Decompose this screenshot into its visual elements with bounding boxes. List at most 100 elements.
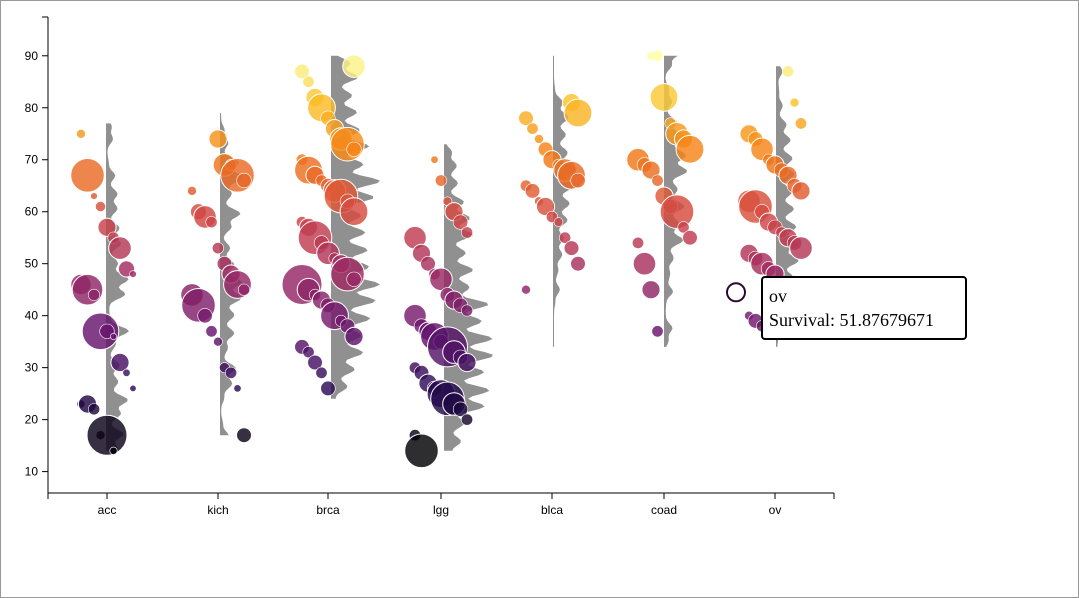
bubble-kich [212, 242, 225, 255]
bubble-lgg [460, 226, 473, 239]
bubble-acc [95, 201, 106, 212]
bubble-coad [632, 251, 657, 276]
bubble-blca [563, 240, 580, 256]
bubble-coad [651, 174, 664, 187]
bubble-acc [88, 403, 101, 416]
bubble-coad [651, 325, 664, 338]
bubble-acc [110, 332, 118, 340]
bubble-kich [236, 427, 252, 443]
bubble-brca [342, 54, 366, 78]
bubble-coad [675, 134, 705, 164]
bubble-brca [302, 75, 315, 88]
bubble-blca [558, 231, 571, 244]
bubble-kich [205, 216, 218, 229]
x-tick-label: blca [541, 503, 563, 517]
bubble-lgg [429, 267, 453, 292]
tooltip-value: 51.87679671 [839, 310, 935, 330]
y-tick-label: 80 [25, 101, 39, 115]
violin-kich [220, 113, 243, 436]
bubble-lgg [430, 155, 439, 164]
bubble-kich [225, 366, 238, 379]
tooltip-value-line: Survival: 51.87679671 [769, 308, 965, 332]
x-tick-label: acc [98, 503, 117, 517]
x-tick-label: brca [316, 503, 340, 517]
y-tick-label: 90 [25, 49, 39, 63]
bubble-lgg [434, 174, 447, 187]
bubble-kich [187, 186, 197, 196]
bubble-kich [205, 325, 218, 338]
y-tick-label: 60 [25, 205, 39, 219]
violin-blca [553, 55, 576, 347]
bubble-coad [682, 230, 698, 246]
bubble-brca [307, 354, 323, 371]
x-tick-label: kich [207, 503, 228, 517]
bubble-blca [534, 134, 544, 144]
bubble-blca [526, 122, 539, 135]
bubble-coad [641, 160, 661, 180]
bubble-acc [86, 414, 128, 456]
bubble-blca [570, 172, 586, 189]
bubble-brca [339, 197, 369, 227]
bubble-coad [649, 83, 679, 112]
bubble-acc [122, 368, 131, 377]
bubble-lgg [452, 214, 469, 230]
y-tick-label: 20 [25, 413, 39, 427]
y-tick-label: 30 [25, 361, 39, 375]
bubble-acc [97, 217, 117, 237]
y-tick-label: 50 [25, 257, 39, 271]
bubble-kich [233, 384, 242, 393]
bubble-brca [320, 380, 336, 397]
bubble-kich [236, 172, 252, 189]
x-tick-label: lgg [433, 503, 449, 517]
y-tick-label: 40 [25, 309, 39, 323]
y-tick-label: 70 [25, 153, 39, 167]
bubble-brca [315, 366, 328, 379]
bubble-coad [659, 194, 695, 229]
bubble-acc [70, 158, 105, 193]
bubble-acc [88, 288, 101, 301]
tooltip-label: Survival: [769, 310, 835, 330]
bubble-lgg [420, 256, 436, 272]
bubble-blca [524, 183, 541, 199]
bubble-lgg [460, 413, 473, 426]
violin-brca [331, 55, 380, 399]
x-tick-label: coad [651, 503, 677, 517]
bubble-acc [76, 129, 86, 139]
bubble-layer [70, 49, 813, 469]
bubble-acc [108, 236, 132, 260]
bubble-ov [794, 117, 807, 130]
axes-layer: 10 20 30 40 50 60 70 80 90 acc kich brca lgg blca coad… [25, 16, 835, 517]
bubble-acc [129, 270, 137, 278]
bubble-coad [631, 236, 644, 249]
bubble-blca [521, 284, 531, 295]
bubble-brca [346, 141, 362, 157]
bubble-ov [781, 65, 794, 78]
bubble-brca [344, 326, 364, 347]
bubble-coad [677, 221, 690, 234]
hovered-point-ring [726, 282, 746, 303]
bubble-coad [641, 280, 661, 300]
bubble-blca [553, 217, 564, 227]
bubble-lgg [452, 401, 469, 417]
bubble-kich [213, 336, 223, 347]
y-tick-label: 10 [25, 465, 39, 479]
bubble-blca [570, 256, 586, 272]
violin-acc [106, 123, 129, 451]
bubble-acc [110, 352, 130, 373]
bubble-brca [302, 346, 315, 359]
bubble-lgg [404, 433, 439, 469]
bubble-ov [791, 181, 811, 201]
bubble-acc [71, 273, 104, 306]
hover-tooltip: ov Survival: 51.87679671 [761, 276, 967, 340]
bubble-lgg [460, 304, 473, 317]
x-tick-label: ov [769, 503, 782, 517]
bubble-kich [208, 129, 228, 149]
bubble-brca [346, 271, 362, 287]
bubble-acc [129, 384, 137, 392]
bubble-ov [789, 97, 800, 108]
bubble-acc [90, 192, 98, 200]
tooltip-title: ov [769, 286, 787, 306]
bubble-acc [109, 446, 118, 455]
bubble-brca [294, 63, 310, 79]
